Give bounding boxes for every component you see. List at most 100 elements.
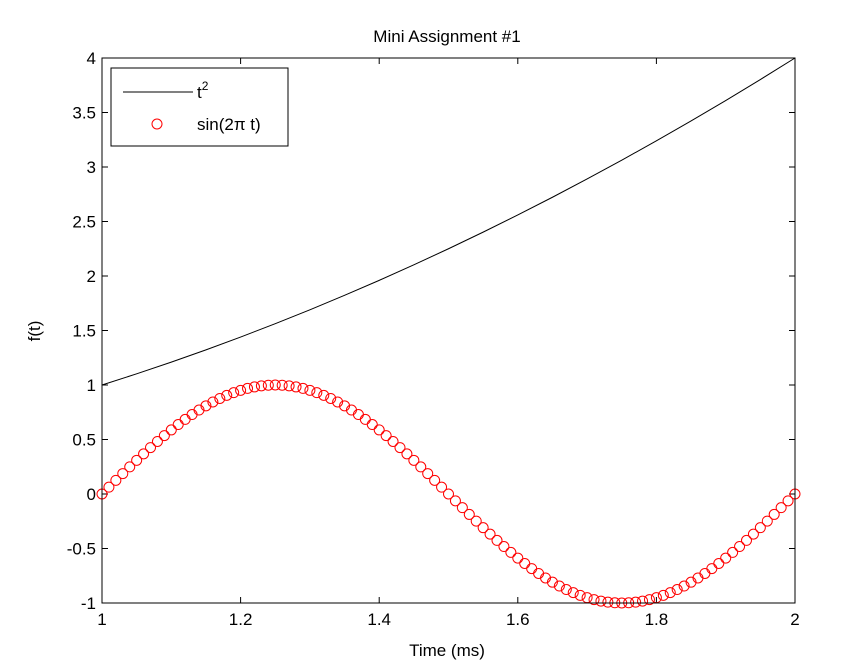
data-point-sin — [491, 534, 503, 546]
data-point-sin — [221, 389, 233, 401]
data-point-sin — [560, 584, 572, 596]
data-point-sin — [456, 502, 468, 514]
data-point-sin — [567, 587, 579, 599]
plot-area — [102, 58, 795, 603]
data-point-sin — [401, 448, 413, 460]
data-point-sin — [131, 454, 143, 466]
data-point-sin — [325, 392, 337, 404]
y-tick-label: 4 — [87, 49, 96, 68]
data-point-sin — [637, 595, 649, 607]
y-tick-label: 3.5 — [72, 104, 96, 123]
legend-label-sin: sin(2π t) — [197, 115, 261, 134]
data-point-sin — [553, 580, 565, 592]
legend-marker-circle — [151, 118, 163, 130]
data-point-sin — [415, 461, 427, 473]
data-point-sin — [546, 576, 558, 588]
tick-labels: 1 1.2 1.4 1.6 1.8 2 -1 -0.5 0 0.5 1 1.5 2 2.5 3 3.5 4 — [67, 49, 800, 629]
y-tick-label: 0.5 — [72, 431, 96, 450]
legend-box — [110, 67, 289, 147]
data-point-sin — [602, 596, 614, 608]
data-point-sin — [643, 594, 655, 606]
data-point-sin — [103, 481, 115, 493]
legend-label-superscript: 2 — [202, 79, 209, 93]
data-point-sin — [283, 380, 295, 392]
data-point-sin — [463, 508, 475, 520]
x-tick-label: 1 — [97, 610, 106, 629]
data-point-sin — [124, 461, 136, 473]
x-tick-label: 1.8 — [645, 610, 669, 629]
data-point-sin — [269, 379, 281, 391]
data-point-sin — [671, 584, 683, 596]
data-point-sin — [761, 515, 773, 527]
data-point-sin — [387, 435, 399, 447]
data-point-sin — [373, 424, 385, 436]
y-tick-label: -0.5 — [67, 540, 96, 559]
data-point-sin — [436, 481, 448, 493]
data-point-sin — [740, 534, 752, 546]
data-point-sin — [235, 384, 247, 396]
data-point-sin — [145, 442, 157, 454]
y-tick-label: 2.5 — [72, 213, 96, 232]
x-tick-label: 2 — [790, 610, 799, 629]
x-tick-label: 1.2 — [229, 610, 253, 629]
data-point-sin — [678, 580, 690, 592]
data-point-sin — [332, 396, 344, 408]
y-tick-label: 0 — [87, 485, 96, 504]
data-point-sin — [657, 589, 669, 601]
data-point-sin — [588, 594, 600, 606]
x-axis-title: Time (ms) — [409, 641, 485, 660]
legend-label-t-squared: t2 — [197, 79, 209, 102]
data-point-sin — [422, 468, 434, 480]
data-point-sin — [754, 522, 766, 534]
data-point-sin — [720, 552, 732, 564]
data-point-sin — [214, 392, 226, 404]
data-point-sin — [727, 546, 739, 558]
y-tick-label: 1.5 — [72, 322, 96, 341]
data-point-sin — [228, 387, 240, 399]
data-point-sin — [304, 384, 316, 396]
chart-title: Mini Assignment #1 — [373, 27, 520, 46]
data-point-sin — [449, 495, 461, 507]
data-point-sin — [664, 587, 676, 599]
data-point-sin — [512, 552, 524, 564]
data-point-sin — [158, 430, 170, 442]
data-point-sin — [117, 468, 129, 480]
data-point-sin — [366, 419, 378, 431]
data-point-sin — [262, 379, 274, 391]
data-point-sin — [443, 488, 454, 500]
data-point-sin — [484, 528, 496, 540]
data-point-sin — [151, 435, 163, 447]
data-point-sin — [138, 448, 150, 460]
data-point-sin — [713, 557, 725, 569]
data-point-sin — [775, 502, 787, 514]
legend-label-base: t — [197, 83, 202, 102]
data-point-sin — [630, 596, 642, 608]
data-point-sin — [429, 474, 441, 486]
data-point-sin — [505, 546, 517, 558]
data-point-sin — [595, 595, 607, 607]
data-point-sin — [318, 389, 330, 401]
data-point-sin — [165, 424, 177, 436]
data-point-sin — [311, 387, 323, 399]
y-tick-label: -1 — [81, 594, 96, 613]
data-point-sin — [255, 380, 267, 392]
y-tick-label: 1 — [87, 376, 96, 395]
y-tick-label: 2 — [87, 267, 96, 286]
data-point-sin — [200, 400, 212, 412]
y-axis-title: f(t) — [25, 321, 44, 342]
data-point-sin — [207, 396, 219, 408]
data-point-sin — [408, 454, 420, 466]
data-point-sin — [380, 430, 392, 442]
data-point-sin — [276, 379, 288, 391]
data-point-sin — [470, 515, 482, 527]
data-point-sin — [394, 442, 406, 454]
data-point-sin — [110, 474, 122, 486]
data-point-sin — [768, 508, 780, 520]
x-tick-label: 1.6 — [506, 610, 530, 629]
data-point-sin — [242, 382, 254, 394]
data-point-sin — [290, 381, 302, 393]
data-point-sin — [782, 495, 794, 507]
plot-frame — [101, 57, 796, 604]
data-point-sin — [297, 382, 309, 394]
